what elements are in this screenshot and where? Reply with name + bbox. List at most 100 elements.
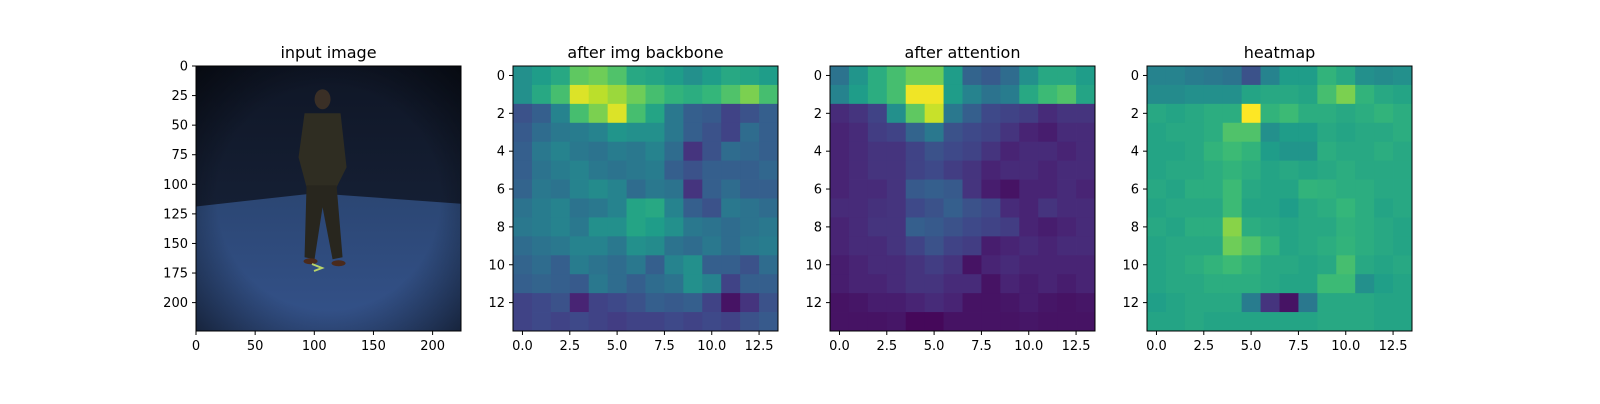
heatmap-cell bbox=[1038, 198, 1058, 218]
heatmap-cell bbox=[1298, 103, 1318, 124]
heatmap-cell bbox=[740, 122, 760, 143]
heatmap-cell bbox=[848, 198, 869, 218]
heatmap-cell bbox=[1076, 84, 1096, 105]
heatmap-cell bbox=[924, 84, 944, 105]
heatmap-cell bbox=[943, 274, 963, 294]
heatmap-cell bbox=[721, 141, 741, 162]
heatmap-cell bbox=[626, 103, 646, 124]
heatmap-cell bbox=[886, 274, 907, 294]
heatmap-cell bbox=[1184, 122, 1205, 143]
heatmap-cell bbox=[531, 103, 552, 124]
heatmap-cell bbox=[1336, 141, 1356, 162]
heatmap-cell bbox=[1317, 141, 1337, 162]
heatmap-cell bbox=[550, 160, 571, 180]
y-tick-label: 2 bbox=[497, 107, 505, 122]
heatmap-cell bbox=[1298, 312, 1318, 332]
x-tick-label: 7.5 bbox=[654, 339, 675, 354]
heatmap-cell bbox=[1203, 179, 1224, 199]
y-tick-label: 50 bbox=[171, 119, 188, 134]
heatmap-cell bbox=[1374, 217, 1394, 237]
heatmap-cell bbox=[740, 312, 760, 332]
heatmap-cell bbox=[962, 236, 982, 256]
heatmap-cell bbox=[1019, 179, 1039, 199]
heatmap-cell bbox=[886, 160, 907, 180]
heatmap-cell bbox=[1019, 217, 1039, 237]
y-tick-label: 8 bbox=[814, 220, 822, 235]
heatmap-cell bbox=[848, 122, 869, 143]
y-tick-label: 10 bbox=[488, 258, 505, 273]
heatmap-cell bbox=[1000, 274, 1020, 294]
heatmap-cell bbox=[962, 160, 982, 180]
heatmap-cell bbox=[1374, 103, 1394, 124]
heatmap-cell bbox=[1165, 160, 1186, 180]
heatmap-cell bbox=[830, 255, 850, 275]
heatmap-cell bbox=[550, 84, 571, 105]
heatmap-cell bbox=[1203, 312, 1224, 332]
heatmap-cell bbox=[645, 255, 665, 275]
heatmap-cell bbox=[607, 274, 627, 294]
heatmap-cell bbox=[645, 274, 665, 294]
heatmap-cell bbox=[962, 274, 982, 294]
heatmap-cell bbox=[962, 66, 982, 86]
heatmap-cell bbox=[759, 179, 779, 199]
heatmap-cell bbox=[1184, 274, 1205, 294]
heatmap-cell bbox=[981, 255, 1001, 275]
heatmap-cell bbox=[1019, 66, 1039, 86]
heatmap-cell bbox=[702, 217, 722, 237]
heatmap-cell bbox=[607, 122, 627, 143]
axes-frame bbox=[1146, 65, 1413, 332]
heatmap-cell bbox=[588, 236, 609, 256]
heatmap-cell bbox=[626, 122, 646, 143]
heatmap-cell bbox=[1203, 160, 1224, 180]
y-tick-label: 8 bbox=[1131, 220, 1139, 235]
heatmap-cell bbox=[702, 141, 722, 162]
heatmap-cell bbox=[1076, 179, 1096, 199]
heatmap-cell bbox=[1279, 122, 1299, 143]
heatmap-cell bbox=[1393, 141, 1413, 162]
heatmap-cell bbox=[740, 198, 760, 218]
heatmap-cell bbox=[1038, 66, 1058, 86]
heatmap-cell bbox=[830, 179, 850, 199]
heatmap-cell bbox=[1184, 312, 1205, 332]
heatmap-cell bbox=[1336, 84, 1356, 105]
heatmap-cell bbox=[588, 66, 609, 86]
heatmap-cell bbox=[1298, 274, 1318, 294]
heatmap-cell bbox=[886, 66, 907, 86]
heatmap-cell bbox=[981, 66, 1001, 86]
heatmap-cell bbox=[588, 255, 609, 275]
heatmap-cell bbox=[702, 103, 722, 124]
heatmap-cell bbox=[1038, 293, 1058, 313]
heatmap-cell bbox=[531, 274, 552, 294]
heatmap-cell bbox=[962, 84, 982, 105]
heatmap-cell bbox=[645, 66, 665, 86]
heatmap-cell bbox=[1260, 66, 1280, 86]
heatmap-cell bbox=[550, 217, 571, 237]
heatmap-cell bbox=[1260, 274, 1280, 294]
heatmap-cell bbox=[721, 66, 741, 86]
heatmap-cell bbox=[1241, 141, 1261, 162]
heatmap-cell bbox=[1393, 236, 1413, 256]
heatmap-cell bbox=[1147, 179, 1167, 199]
heatmap-cell bbox=[1298, 141, 1318, 162]
heatmap-cell bbox=[1019, 103, 1039, 124]
heatmap-cell bbox=[962, 255, 982, 275]
x-tick-label: 50 bbox=[247, 339, 264, 354]
heatmap-cell bbox=[1203, 66, 1224, 86]
x-tick-label: 2.5 bbox=[559, 339, 580, 354]
heatmap-cell bbox=[702, 198, 722, 218]
heatmap-cell bbox=[740, 274, 760, 294]
panel-3: 0.0 2.5 5.0 7.5 10.0 12.5 0 2 4 6 8 10 12 after atten… bbox=[805, 43, 1096, 354]
heatmap-cell bbox=[1241, 293, 1261, 313]
heatmap-cell bbox=[867, 312, 888, 332]
heatmap-cell bbox=[513, 217, 533, 237]
heatmap-cell bbox=[1298, 160, 1318, 180]
heatmap-cell bbox=[645, 103, 665, 124]
heatmap-cell bbox=[569, 293, 590, 313]
heatmap-cell bbox=[1279, 66, 1299, 86]
heatmap-cell bbox=[830, 122, 850, 143]
heatmap-cell bbox=[740, 217, 760, 237]
heatmap-cell bbox=[1393, 312, 1413, 332]
heatmap-cell bbox=[645, 122, 665, 143]
heatmap-cell bbox=[1279, 160, 1299, 180]
heatmap-cell bbox=[1279, 217, 1299, 237]
